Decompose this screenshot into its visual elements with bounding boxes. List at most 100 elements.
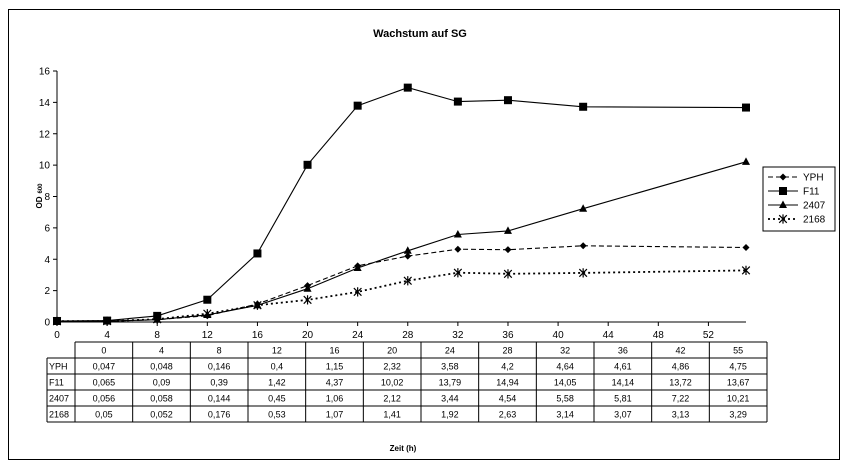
- table-cell: 4,61: [614, 362, 632, 372]
- series-point: [503, 226, 512, 234]
- series-group: [52, 83, 751, 326]
- series-2168: [52, 265, 751, 326]
- legend-item-yph: YPH: [768, 173, 824, 184]
- legend-label: F11: [803, 187, 820, 198]
- x-tick-label: 12: [202, 330, 214, 341]
- legend-label: 2407: [803, 201, 826, 212]
- table-cell: 13,67: [727, 378, 750, 388]
- x-tick-label: 16: [252, 330, 264, 341]
- table-cell: 2,63: [499, 410, 517, 420]
- table-cell: 0,05: [95, 410, 113, 420]
- series-line: [57, 269, 747, 323]
- table-row-label: 2407: [49, 394, 69, 404]
- series-point: [353, 101, 362, 110]
- table-cell: 1,41: [383, 410, 401, 420]
- table-cell: 3,07: [614, 410, 632, 420]
- series-point: [353, 287, 362, 297]
- table-cell: 0,058: [150, 394, 173, 404]
- table-cell: 14,05: [554, 378, 577, 388]
- series-point: [52, 316, 62, 326]
- series-point: [579, 242, 587, 250]
- series-point: [453, 268, 463, 278]
- table-header-cell: 28: [502, 346, 512, 356]
- series-point: [742, 103, 750, 112]
- x-axis-label: Zeit (h): [390, 444, 417, 453]
- y-tick-label: 0: [44, 318, 50, 329]
- x-tick-label: 28: [402, 330, 414, 341]
- x-tick-label: 0: [54, 330, 60, 341]
- table-cell: 3,29: [729, 410, 747, 420]
- table-cell: 13,79: [439, 378, 462, 388]
- chart-title: Wachstum auf SG: [373, 28, 467, 40]
- table-cell: 14,14: [612, 378, 635, 388]
- y-axis-label-text: OD: [35, 196, 44, 208]
- table-cell: 2,12: [383, 394, 401, 404]
- table-cell: 0,047: [93, 362, 116, 372]
- series-point: [579, 204, 588, 212]
- table-cell: 10,02: [381, 378, 404, 388]
- legend-marker: [778, 214, 788, 224]
- table-header-cell: 42: [675, 346, 685, 356]
- y-tick-label: 2: [44, 286, 50, 297]
- table-header-cell: 8: [217, 346, 222, 356]
- legend-marker: [779, 173, 787, 181]
- table-cell: 0,056: [93, 394, 116, 404]
- series-point: [102, 316, 112, 326]
- table-cell: 0,144: [208, 394, 231, 404]
- table-cell: 4,37: [326, 378, 344, 388]
- x-tick-label: 48: [653, 330, 665, 341]
- x-tick-label: 32: [452, 330, 464, 341]
- series-point: [404, 252, 412, 260]
- series-point: [741, 265, 751, 275]
- table-cell: 1,42: [268, 378, 286, 388]
- x-tick-label: 52: [703, 330, 715, 341]
- table-cell: 14,94: [496, 378, 519, 388]
- series-point: [454, 245, 462, 253]
- table-cell: 2,32: [383, 362, 401, 372]
- table-row-label: 2168: [49, 410, 69, 420]
- series-point: [503, 96, 512, 105]
- table-cell: 4,64: [556, 362, 574, 372]
- y-axis-label-subscript: 600: [38, 183, 44, 194]
- table-header-cell: 12: [272, 346, 282, 356]
- legend-marker: [779, 187, 787, 195]
- table-cell: 3,13: [672, 410, 690, 420]
- legend: YPH F11 2407 2168: [762, 166, 836, 232]
- y-tick-label: 10: [39, 161, 51, 172]
- series-point: [453, 229, 462, 238]
- table-header-cell: 36: [618, 346, 628, 356]
- chart-frame: [8, 9, 840, 460]
- table-cell: 0,39: [210, 378, 228, 388]
- table-cell: 4,86: [672, 362, 690, 372]
- table-header-cell: 24: [445, 346, 455, 356]
- x-tick-label: 20: [302, 330, 314, 341]
- series-point: [253, 249, 262, 258]
- legend-box: [762, 166, 836, 232]
- table-row-label: F11: [49, 378, 64, 388]
- series-point: [303, 284, 312, 292]
- table-cell: 4,54: [499, 394, 517, 404]
- legend-item-2168: 2168: [768, 214, 826, 226]
- table-cell: 5,81: [614, 394, 632, 404]
- table-cell: 0,146: [208, 362, 231, 372]
- table-cell: 0,065: [93, 378, 116, 388]
- x-tick-label: 4: [104, 330, 110, 341]
- table-cell: 0,45: [268, 394, 286, 404]
- table-cell: 3,14: [556, 410, 574, 420]
- table-header-cell: 55: [733, 346, 743, 356]
- series-point: [403, 83, 412, 92]
- series-point: [453, 97, 462, 106]
- table-cell: 3,44: [441, 394, 459, 404]
- y-axis-label: OD 600: [35, 183, 44, 209]
- series-point: [253, 300, 262, 310]
- series-point: [203, 309, 212, 319]
- table-cell: 10,21: [727, 394, 750, 404]
- y-tick-label: 4: [44, 255, 50, 266]
- table-cell: 1,07: [326, 410, 344, 420]
- table-cell: 13,72: [669, 378, 692, 388]
- series-point: [303, 295, 312, 305]
- series-point: [504, 246, 512, 254]
- series-point: [203, 295, 212, 304]
